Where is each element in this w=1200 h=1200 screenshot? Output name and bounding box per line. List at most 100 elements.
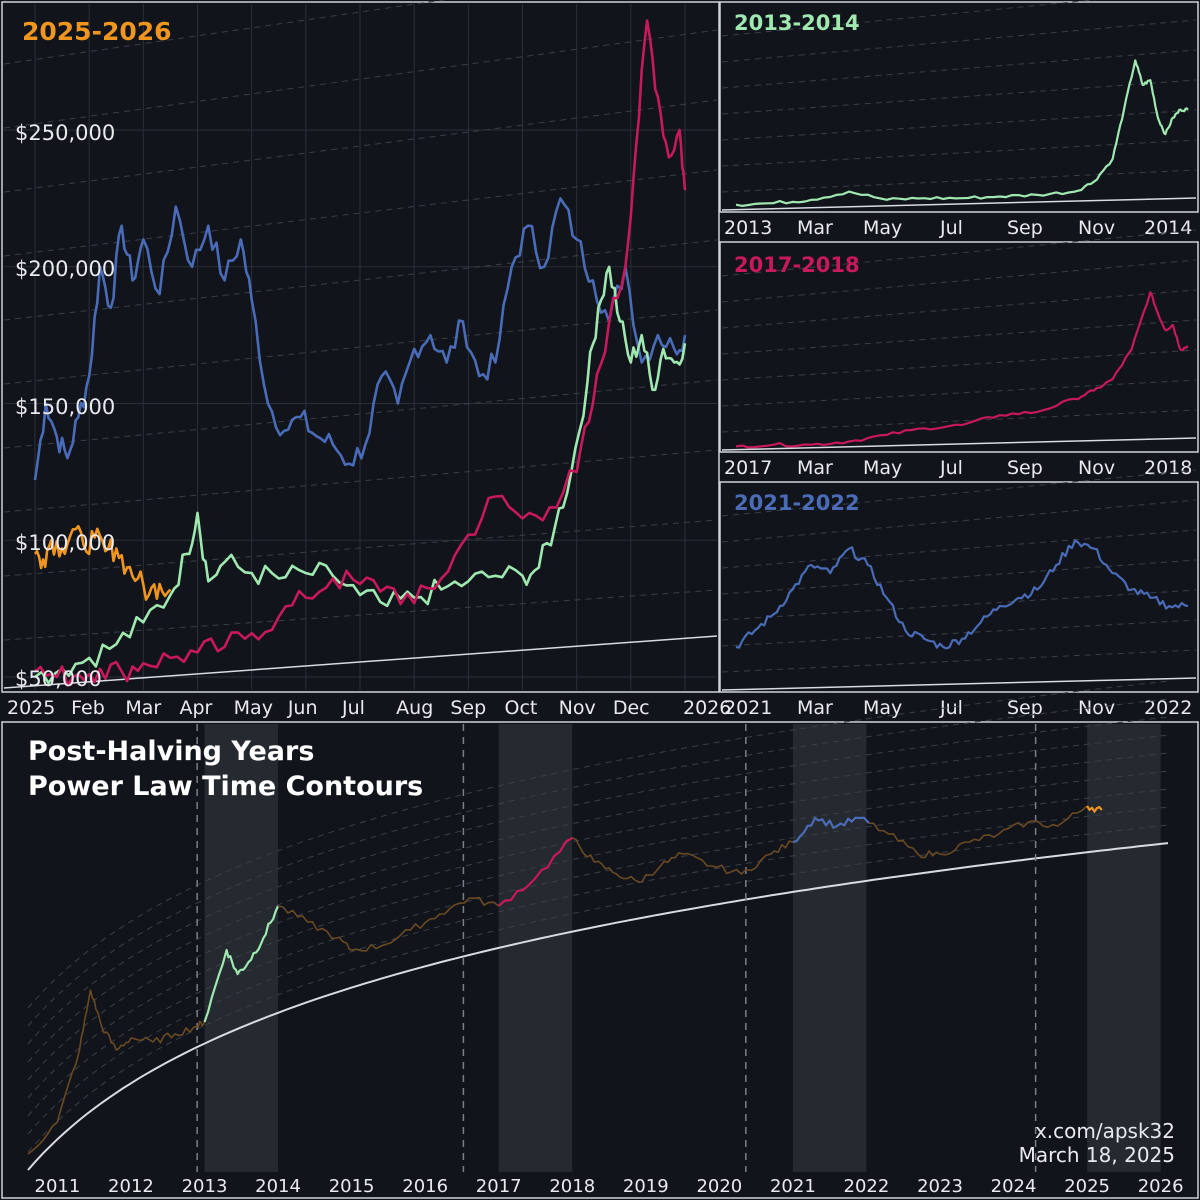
side-panel-2017-2018: 2017-2018 2017 Mar May Jul Sep Nov 2018: [719, 229, 1199, 479]
side-x-tick: Jul: [939, 457, 963, 479]
side-contour-line: [721, 589, 1197, 621]
side-series: [735, 539, 1189, 650]
main-contour-line: [3, 379, 718, 449]
bottom-series-segment: [27, 989, 206, 1155]
main-x-tick: Jun: [287, 697, 318, 719]
side-x-ticks: 2021 Mar May Jul Sep Nov 2022: [724, 697, 1192, 719]
side-x-tick: May: [863, 697, 902, 719]
bottom-x-tick: 2018: [549, 1176, 595, 1197]
bottom-contour-line: [27, 734, 1169, 1063]
main-panel-title: 2025-2026: [22, 17, 172, 46]
side-series: [735, 59, 1189, 207]
main-panel-2025-2026: 2025-2026 $50,000 $100,000 $150,000 $200…: [1, 0, 731, 719]
side-contour-line: [721, 19, 1197, 63]
bottom-x-tick: 2014: [255, 1176, 301, 1197]
side-x-ticks: 2017 Mar May Jul Sep Nov 2018: [724, 457, 1192, 479]
side-x-tick: Nov: [1078, 457, 1115, 479]
side-x-tick: Mar: [797, 697, 833, 719]
main-x-tick: May: [234, 697, 273, 719]
main-series: [33, 19, 687, 687]
bottom-contour-line: [27, 770, 1169, 1099]
main-contour-line: [3, 99, 718, 193]
side-x-tick: 2013: [724, 217, 772, 239]
bottom-x-tick: 2011: [35, 1176, 81, 1197]
side-series-line: [735, 59, 1189, 207]
bottom-x-tick: 2019: [623, 1176, 669, 1197]
side-x-tick: 2014: [1144, 217, 1192, 239]
bottom-x-tick: 2013: [182, 1176, 228, 1197]
main-contour-line: [3, 589, 718, 641]
side-contour-line: [721, 289, 1197, 329]
side-contour-line: [721, 499, 1197, 543]
main-x-tick: Apr: [180, 697, 213, 719]
main-y-tick-200000: $200,000: [15, 257, 115, 281]
bottom-contour-line: [27, 680, 1169, 1009]
main-contour-line: [3, 519, 718, 577]
post-halving-panel: Post-Halving Years Power Law Time Contou…: [1, 680, 1199, 1199]
bottom-series-segment: [792, 816, 870, 844]
main-series-2013-2014: [34, 265, 687, 685]
side-contour-line: [721, 259, 1197, 303]
side-panel-2013-2014: 2013-2014 2013 Mar May Jul Sep Nov 2014: [719, 0, 1199, 239]
side-contours: [721, 469, 1197, 691]
side-contour-line: [721, 109, 1197, 141]
bottom-contour-line: [27, 806, 1169, 1135]
side-contour-line: [721, 409, 1197, 433]
main-x-tick: Mar: [125, 697, 161, 719]
side-panel-frame: [719, 481, 1199, 693]
main-series-2021-2022: [33, 197, 687, 481]
main-x-tick: Aug: [396, 697, 433, 719]
bottom-contour-line: [27, 824, 1169, 1153]
side-contour-line: [721, 349, 1197, 381]
side-contour-line: [721, 229, 1197, 277]
side-contour-line: [721, 139, 1197, 167]
bottom-x-tick: 2022: [844, 1176, 890, 1197]
side-contour-line: [721, 49, 1197, 89]
side-x-tick: Sep: [1007, 457, 1043, 479]
side-contour-line: [721, 319, 1197, 355]
side-x-tick: 2017: [724, 457, 772, 479]
side-panel-title: 2013-2014: [734, 11, 860, 35]
credit-date: March 18, 2025: [1019, 1143, 1175, 1167]
bottom-series-segment: [203, 905, 280, 1023]
bottom-x-tick: 2012: [108, 1176, 154, 1197]
bottom-contour-line: [27, 752, 1169, 1081]
side-panel-title: 2021-2022: [734, 491, 860, 515]
bottom-panel-frame: [1, 721, 1199, 1199]
bottom-series-segment: [497, 837, 573, 907]
side-contour-line: [721, 529, 1197, 569]
bottom-title-line1: Post-Halving Years: [28, 736, 314, 767]
side-contours: [721, 0, 1197, 211]
main-y-tick-150000: $150,000: [15, 395, 115, 419]
side-x-tick: 2022: [1144, 697, 1192, 719]
main-series-2025-2026: [33, 524, 172, 601]
side-x-tick: Jul: [939, 697, 963, 719]
side-contour-line: [721, 469, 1197, 517]
bottom-x-ticks: 2011 2012 2013 2014 2015 2016 2017 2018 2019 2020…: [35, 1176, 1184, 1197]
bottom-x-tick: 2021: [770, 1176, 816, 1197]
side-x-tick: 2018: [1144, 457, 1192, 479]
main-x-tick: Feb: [71, 697, 105, 719]
side-x-tick: Sep: [1007, 217, 1043, 239]
bottom-series: [27, 805, 1103, 1155]
bottom-contours: [27, 680, 1169, 1171]
bottom-x-tick: 2024: [991, 1176, 1037, 1197]
bottom-x-tick: 2016: [402, 1176, 448, 1197]
main-powerlaw-line: [3, 635, 718, 689]
side-series: [735, 291, 1189, 449]
bottom-title-line2: Power Law Time Contours: [28, 771, 423, 802]
side-powerlaw-line: [721, 197, 1197, 211]
side-contour-line: [721, 169, 1197, 193]
main-contour-line: [3, 29, 718, 129]
main-contour-line: [3, 239, 718, 321]
side-panel-2021-2022: 2021-2022 2021 Mar May Jul Sep Nov 2022: [719, 469, 1199, 719]
main-y-tick-250000: $250,000: [15, 121, 115, 145]
side-contour-line: [721, 649, 1197, 673]
main-y-tick-50000: $50,000: [15, 667, 102, 691]
side-contour-line: [721, 619, 1197, 647]
side-x-tick: May: [863, 457, 902, 479]
main-y-ticks: $50,000 $100,000 $150,000 $200,000 $250,…: [15, 121, 115, 691]
bottom-contour-line: [27, 716, 1169, 1045]
bottom-x-tick: 2023: [917, 1176, 963, 1197]
